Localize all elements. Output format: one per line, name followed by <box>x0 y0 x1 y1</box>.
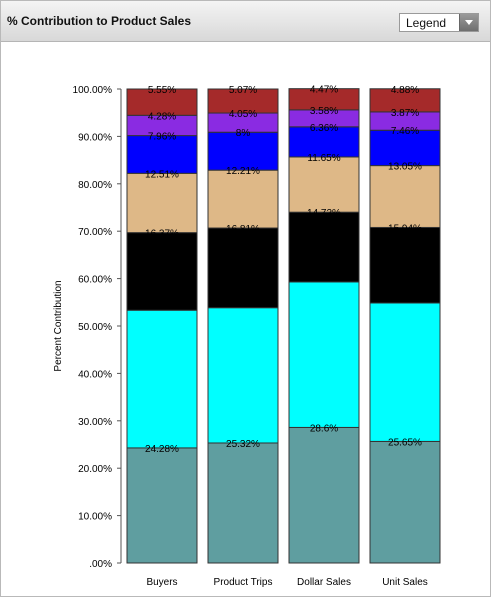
bar-segment[interactable] <box>126 135 198 174</box>
bar-segment[interactable] <box>288 156 360 213</box>
bar-data-label: 4.28% <box>148 111 176 122</box>
x-category-label: Product Trips <box>214 577 273 588</box>
bar-data-label: 13.05% <box>388 162 422 173</box>
bar-data-label: 4.05% <box>229 109 257 120</box>
y-tick-label: 30.00% <box>78 417 112 428</box>
bar-data-label: 7.46% <box>391 126 419 137</box>
bar-segment[interactable] <box>207 169 279 229</box>
bar-data-label: 14.72% <box>307 208 341 219</box>
bar-data-label: 7.96% <box>148 132 176 143</box>
bar-data-label: 24.28% <box>145 444 179 455</box>
y-tick-label: 100.00% <box>73 85 113 96</box>
bar-data-label: 8% <box>236 128 251 139</box>
chevron-down-icon <box>465 20 473 25</box>
y-tick-label: 70.00% <box>78 227 112 238</box>
bar-data-label: 5.07% <box>229 85 257 96</box>
y-tick-label: .00% <box>89 559 112 570</box>
bar-segment[interactable] <box>126 232 198 311</box>
y-tick-label: 90.00% <box>78 132 112 143</box>
bar-segment[interactable] <box>126 172 198 234</box>
bar-data-label: 4.47% <box>310 85 338 96</box>
bar-segment[interactable] <box>288 426 360 564</box>
bar-segment[interactable] <box>126 88 198 116</box>
bar-segment[interactable] <box>126 447 198 564</box>
bar-segment[interactable] <box>369 226 441 304</box>
bar-segment[interactable] <box>207 307 279 444</box>
bar-data-label: 16.37% <box>145 229 179 240</box>
bar-data-label: 12.51% <box>145 169 179 180</box>
x-category-label: Unit Sales <box>382 577 428 588</box>
bar-data-label: 25.32% <box>226 439 260 450</box>
bar-segment[interactable] <box>288 211 360 283</box>
bar-data-label: 4.88% <box>391 85 419 96</box>
y-tick-label: 40.00% <box>78 369 112 380</box>
stacked-bar-chart: .00% 10.00% 20.00% 30.00% 40.00% 50.00% 60.00%… <box>53 85 441 588</box>
bar-segment[interactable] <box>207 442 279 564</box>
legend-dropdown-button[interactable] <box>459 14 478 31</box>
bar-data-label: 3.87% <box>391 108 419 119</box>
y-tick-label: 20.00% <box>78 464 112 475</box>
bar-data-label: 6.36% <box>310 123 338 134</box>
bar-segment[interactable] <box>369 440 441 564</box>
y-tick-label: 50.00% <box>78 322 112 333</box>
chart-title: % Contribution to Product Sales <box>7 14 192 28</box>
bar-segment[interactable] <box>207 227 279 309</box>
bar-data-label: 16.81% <box>226 224 260 235</box>
bar-segment[interactable] <box>126 309 198 449</box>
bar-segment[interactable] <box>369 165 441 228</box>
panel-header: % Contribution to Product Sales Legend <box>1 1 490 42</box>
bar-segment[interactable] <box>288 88 360 111</box>
bar-data-label: 5.55% <box>148 85 176 96</box>
bar-data-label: 28.6% <box>310 423 338 434</box>
bar-segment[interactable] <box>288 126 360 158</box>
bar-data-label: 11.65% <box>307 153 340 164</box>
bar-segment[interactable] <box>207 88 279 114</box>
bar-segment[interactable] <box>288 281 360 428</box>
y-axis-title: Percent Contribution <box>53 280 64 371</box>
bar-data-label: 25.65% <box>388 437 422 448</box>
legend-dropdown[interactable]: Legend <box>399 13 479 32</box>
bar-segment[interactable] <box>207 131 279 171</box>
x-category-label: Buyers <box>146 577 177 588</box>
bar-segment[interactable] <box>369 88 441 113</box>
y-tick-label: 60.00% <box>78 275 112 286</box>
x-category-label: Dollar Sales <box>297 577 351 588</box>
bar-data-label: 15.94% <box>388 223 422 234</box>
legend-dropdown-label: Legend <box>406 16 447 30</box>
bar-data-label: 12.21% <box>226 166 260 177</box>
y-tick-label: 80.00% <box>78 180 112 191</box>
bar-data-label: 3.58% <box>310 106 338 117</box>
y-tick-label: 10.00% <box>78 512 112 523</box>
bar-segment[interactable] <box>369 302 441 442</box>
